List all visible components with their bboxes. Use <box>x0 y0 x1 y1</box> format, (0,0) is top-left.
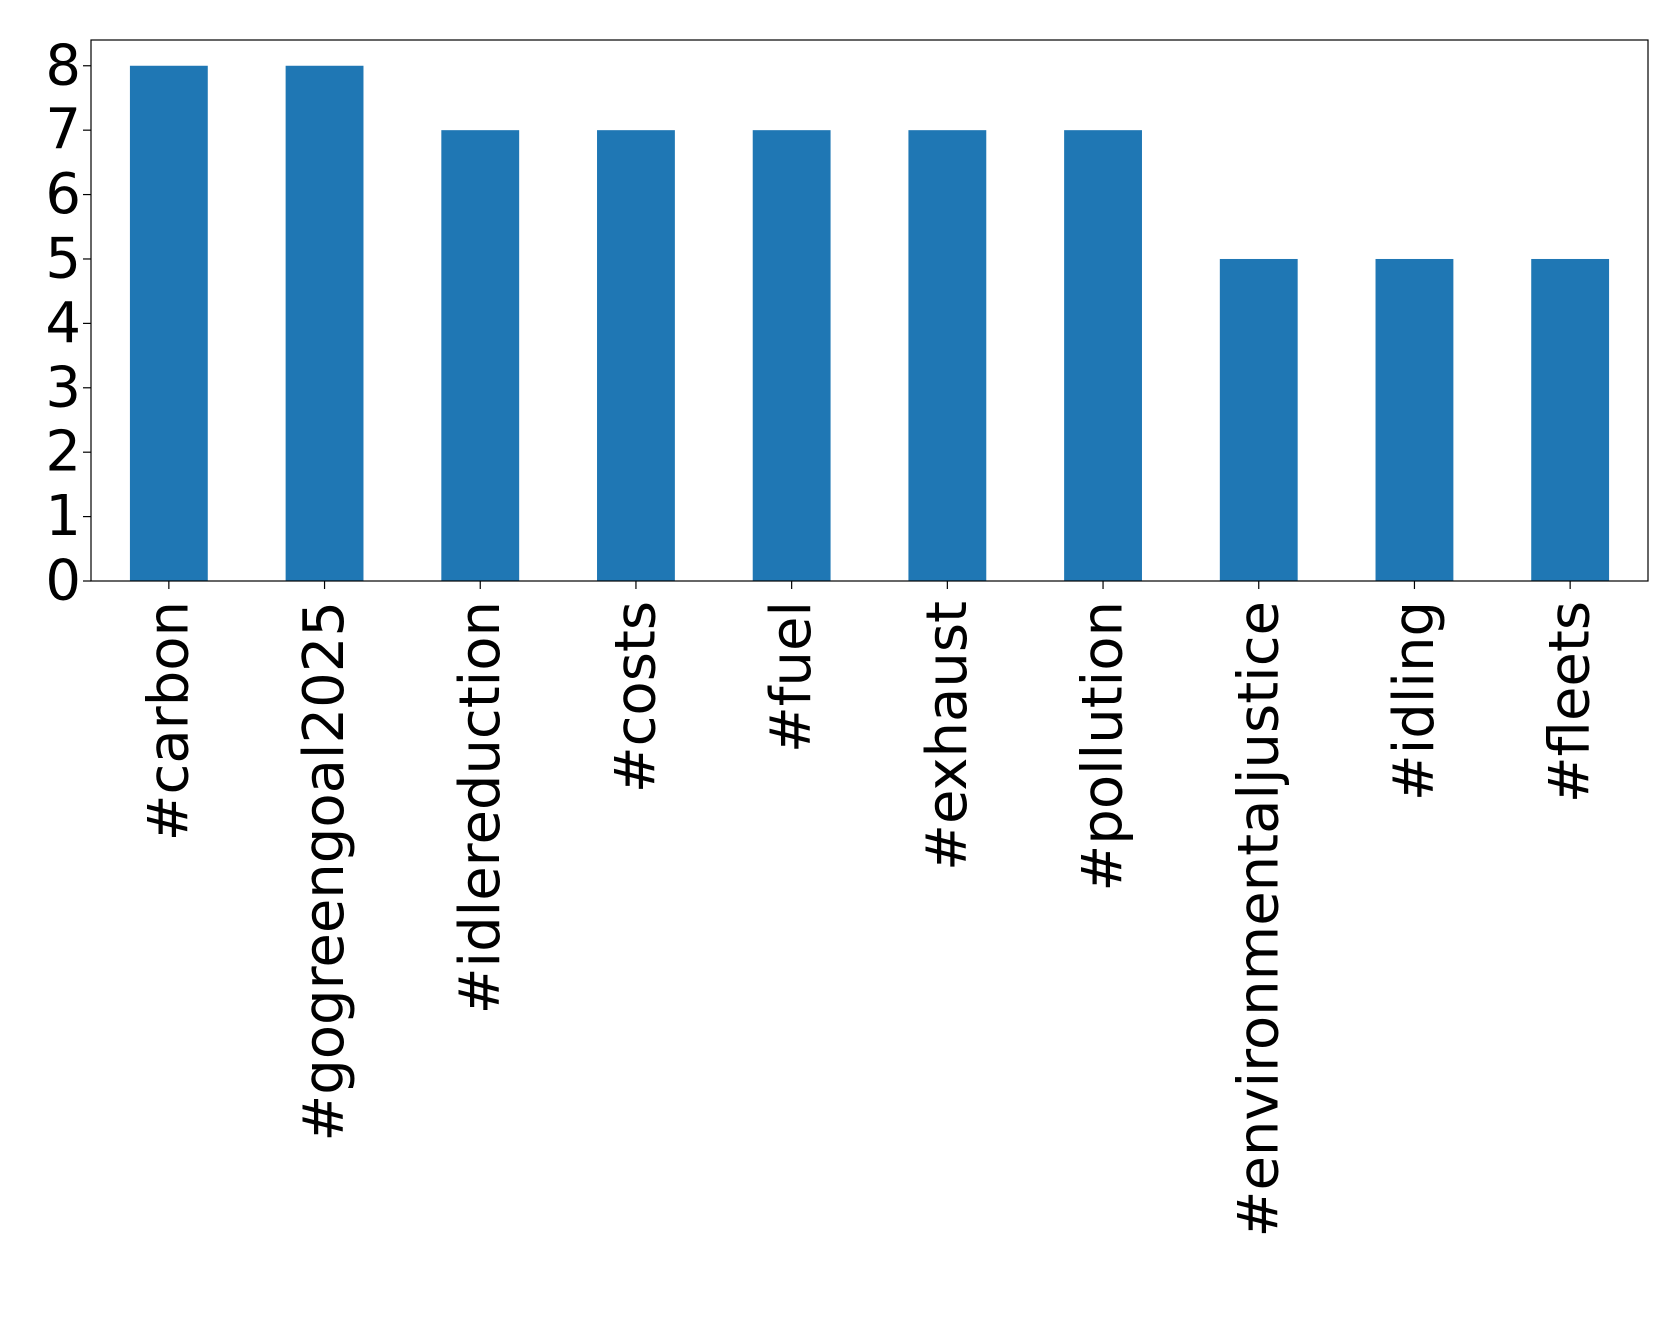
bar <box>1531 258 1610 581</box>
bar <box>1375 258 1454 581</box>
x-tick-label: #idlereduction <box>448 601 513 1014</box>
x-tick-label: #gogreengoal2025 <box>292 601 357 1142</box>
bar <box>1064 130 1142 581</box>
x-tick-label: #carbon <box>136 601 201 841</box>
axes-frame <box>90 39 1649 582</box>
bar <box>597 130 675 581</box>
y-tick-label: 5 <box>45 226 81 291</box>
bar <box>441 130 520 581</box>
bar <box>285 65 364 581</box>
x-tick-label: #costs <box>603 601 668 793</box>
y-tick-label: 6 <box>45 162 81 227</box>
y-tick-label: 3 <box>45 355 81 420</box>
x-tick-label: #pollution <box>1071 601 1136 892</box>
x-tick-label: #idling <box>1382 601 1447 801</box>
bar <box>129 65 208 581</box>
y-tick-label: 1 <box>45 484 81 549</box>
bar <box>908 130 987 581</box>
y-tick-label: 7 <box>45 98 81 163</box>
y-tick-label: 4 <box>45 291 81 356</box>
bar <box>1219 258 1298 581</box>
bar <box>752 130 831 581</box>
x-tick-label: #fuel <box>759 601 824 753</box>
x-tick-label: #environmentaljustice <box>1226 601 1291 1237</box>
y-tick-label: 8 <box>45 33 81 98</box>
x-tick-label: #fleets <box>1538 601 1603 803</box>
y-tick-label: 2 <box>45 420 81 485</box>
x-tick-label: #exhaust <box>915 601 980 871</box>
y-tick-label: 0 <box>45 549 81 614</box>
